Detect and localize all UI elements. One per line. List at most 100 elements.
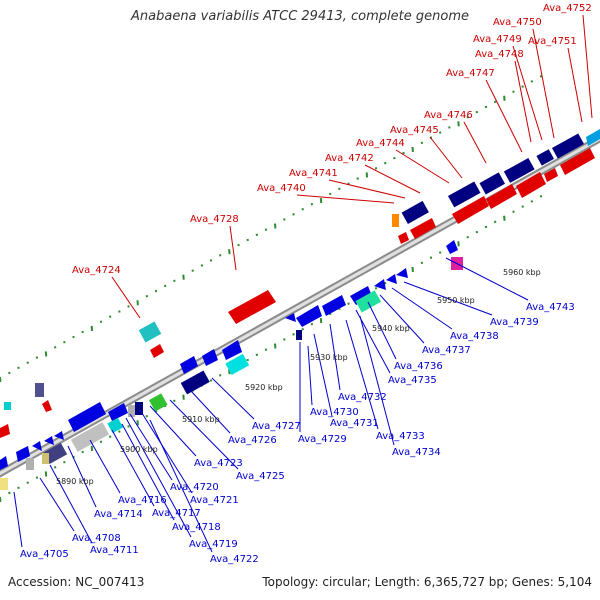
gene-red-arrow-left[interactable] — [42, 400, 52, 412]
gene-ava-4752-arrow[interactable] — [586, 129, 600, 146]
gene-ava-4743-arrow[interactable] — [446, 240, 458, 254]
gene-ava-4745-box[interactable] — [479, 172, 506, 195]
gene-blue-edge[interactable] — [0, 456, 8, 470]
gene-label-reverse[interactable]: Ava_4739 — [490, 317, 539, 328]
gene-ava-4723-arrow[interactable] — [180, 356, 198, 374]
gene-label-reverse[interactable]: Ava_4705 — [20, 549, 69, 560]
gene-ava-4721-box[interactable] — [135, 402, 143, 415]
gene-ava-4722-box[interactable] — [148, 393, 168, 412]
gene-label-forward[interactable]: Ava_4749 — [473, 34, 522, 45]
gene-label-reverse[interactable]: Ava_4717 — [152, 508, 201, 519]
gene-ava-4716-arrow[interactable] — [68, 402, 106, 432]
gene-label-reverse[interactable]: Ava_4743 — [526, 302, 575, 313]
gene-yellow-box-left[interactable] — [0, 478, 8, 490]
gene-label-reverse[interactable]: Ava_4708 — [72, 533, 121, 544]
gene-ava-4711-arrow[interactable] — [44, 436, 54, 445]
gene-ava-4735-box[interactable] — [355, 290, 382, 313]
gene-label-reverse[interactable]: Ava_4721 — [190, 495, 239, 506]
gene-label-reverse[interactable]: Ava_4735 — [388, 375, 437, 386]
gene-label-reverse[interactable]: Ava_4730 — [310, 407, 359, 418]
gene-label-forward[interactable]: Ava_4747 — [446, 68, 495, 79]
gene-ava-4717-box[interactable] — [70, 422, 110, 452]
gene-ava-4711b-arrow[interactable] — [32, 441, 42, 451]
gene-ava-4739-arrow[interactable] — [396, 268, 408, 278]
gene-ava-4747-arrow[interactable] — [516, 172, 546, 198]
gene-label-reverse[interactable]: Ava_4732 — [338, 392, 387, 403]
gene-purple-box[interactable] — [35, 383, 44, 397]
gene-ava-4748-arrow[interactable] — [544, 168, 558, 182]
gene-label-reverse[interactable]: Ava_4727 — [252, 421, 301, 432]
leader-line — [512, 45, 543, 141]
gene-ava-4751-box[interactable] — [551, 133, 585, 159]
gene-label-forward[interactable]: Ava_4751 — [528, 36, 577, 47]
gene-ava-4727-arrow[interactable] — [222, 340, 242, 360]
gene-label-forward[interactable]: Ava_4740 — [257, 183, 306, 194]
gene-red-edge[interactable] — [0, 424, 10, 438]
forward-strand-features — [0, 129, 600, 438]
gene-label-reverse[interactable]: Ava_4737 — [422, 345, 471, 356]
gene-ava-4724b-arrow[interactable] — [150, 344, 164, 358]
gene-label-reverse[interactable]: Ava_4719 — [189, 539, 238, 550]
leader-line — [403, 281, 493, 316]
gene-label-reverse[interactable]: Ava_4729 — [298, 434, 347, 445]
gene-ava-4750-box[interactable] — [536, 149, 555, 166]
gene-label-forward[interactable]: Ava_4724 — [72, 265, 121, 276]
gene-small-red-arrow[interactable] — [398, 232, 409, 244]
gene-ava-4728-arrow[interactable] — [228, 290, 276, 324]
leader-line — [296, 194, 395, 204]
gene-ava-4727b-box[interactable] — [225, 353, 250, 375]
gene-label-forward[interactable]: Ava_4752 — [543, 3, 592, 14]
gene-label-reverse[interactable]: Ava_4722 — [210, 554, 259, 565]
gene-ava-4730-arrow[interactable] — [285, 313, 296, 322]
gene-label-reverse[interactable]: Ava_4733 — [376, 431, 425, 442]
gene-ava-4744-arrow[interactable] — [486, 184, 517, 209]
gene-label-reverse[interactable]: Ava_4731 — [330, 418, 379, 429]
gene-label-reverse[interactable]: Ava_4723 — [194, 458, 243, 469]
gene-label-reverse[interactable]: Ava_4714 — [94, 509, 143, 520]
gene-ava-4708-box[interactable] — [43, 442, 68, 464]
gene-ava-4729-box[interactable] — [296, 330, 302, 340]
gene-ava-4736-arrow[interactable] — [350, 286, 372, 305]
gene-ava-4724-box[interactable] — [138, 321, 162, 343]
gene-label-reverse[interactable]: Ava_4736 — [394, 361, 443, 372]
gene-label-reverse[interactable]: Ava_4726 — [228, 435, 277, 446]
gene-label-forward[interactable]: Ava_4744 — [356, 138, 405, 149]
gene-ava-4718-box[interactable] — [107, 417, 124, 434]
gene-label-reverse[interactable]: Ava_4738 — [450, 331, 499, 342]
gene-label-reverse[interactable]: Ava_4711 — [90, 545, 139, 556]
gene-ava-4731-arrow[interactable] — [296, 305, 322, 327]
gene-ava-4714-arrow[interactable] — [54, 431, 64, 440]
gene-ava-4726-arrow[interactable] — [202, 349, 218, 366]
gene-label-reverse[interactable]: Ava_4725 — [236, 471, 285, 482]
gene-label-reverse[interactable]: Ava_4716 — [118, 495, 167, 506]
gene-ava-4741-arrow[interactable] — [452, 196, 489, 224]
gene-ava-4746-box[interactable] — [503, 157, 535, 183]
gene-label-forward[interactable]: Ava_4742 — [325, 153, 374, 164]
gene-gray-box-left[interactable] — [26, 458, 34, 470]
gene-ava-4740b-arrow[interactable] — [410, 218, 436, 239]
gene-ava-4705-arrow[interactable] — [16, 446, 30, 462]
gene-ava-4737-arrow[interactable] — [374, 279, 386, 290]
gene-ava-4732-arrow[interactable] — [322, 295, 346, 316]
gene-ava-4749-arrow[interactable] — [560, 148, 595, 175]
gene-label-forward[interactable]: Ava_4746 — [424, 110, 473, 121]
gene-ava-4708b-box[interactable] — [42, 453, 49, 464]
gene-ava-4740-box[interactable] — [401, 200, 429, 224]
gene-cyan-box-left[interactable] — [4, 402, 11, 410]
gene-label-forward[interactable]: Ava_4748 — [475, 49, 524, 60]
gene-ava-4742-box[interactable] — [447, 181, 481, 208]
gene-label-forward[interactable]: Ava_4750 — [493, 17, 542, 28]
gene-ava-4725-box[interactable] — [180, 370, 210, 395]
gene-label-forward[interactable]: Ava_4745 — [390, 125, 439, 136]
leader-line — [49, 464, 93, 544]
gene-label-reverse[interactable]: Ava_4720 — [170, 482, 219, 493]
gene-ava-4719-box[interactable] — [128, 405, 135, 417]
gene-ava-4738-arrow[interactable] — [386, 274, 397, 284]
leader-line — [532, 28, 555, 139]
gene-label-forward[interactable]: Ava_4728 — [190, 214, 239, 225]
gene-label-forward[interactable]: Ava_4741 — [289, 168, 338, 179]
gene-label-reverse[interactable]: Ava_4718 — [172, 522, 221, 533]
gene-orange-box[interactable] — [392, 214, 399, 227]
gene-label-reverse[interactable]: Ava_4734 — [392, 447, 441, 458]
gene-ava-4720-arrow[interactable] — [108, 403, 128, 421]
